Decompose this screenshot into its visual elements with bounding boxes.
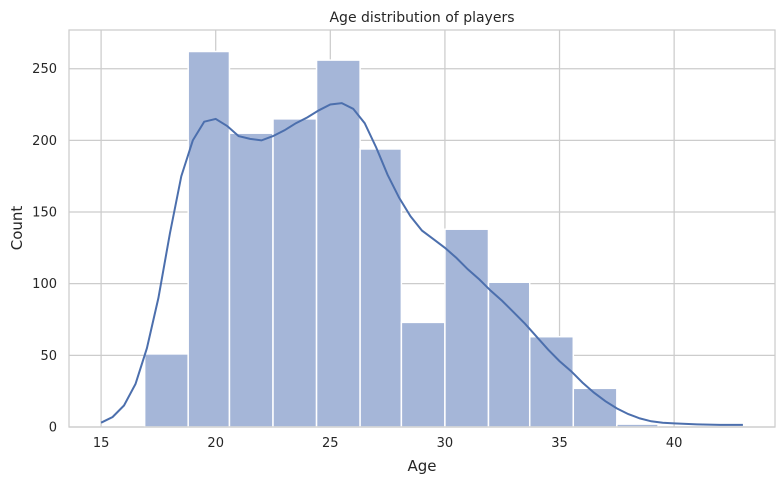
- x-tick-label: 30: [437, 436, 454, 451]
- chart-title: Age distribution of players: [329, 10, 514, 26]
- y-tick-label: 200: [32, 134, 57, 149]
- kde-line: [100, 102, 743, 426]
- histogram-bar-8: [444, 228, 490, 428]
- histogram-bar-3: [228, 132, 274, 428]
- y-tick-label: 100: [32, 277, 57, 292]
- x-tick-label: 15: [93, 436, 110, 451]
- histogram-bar-7: [400, 321, 446, 428]
- x-tick-label: 35: [551, 436, 568, 451]
- x-tick-labels: 15 20 25 30 35 40: [93, 436, 683, 451]
- y-tick-labels: 0 50 100 150 200 250: [32, 62, 57, 435]
- y-tick-label: 250: [32, 62, 57, 77]
- y-tick-label: 50: [40, 349, 57, 364]
- y-tick-label: 150: [32, 206, 57, 221]
- histogram-bar-9: [487, 281, 531, 428]
- histogram-bar-4: [272, 118, 318, 428]
- histogram-bar-1: [143, 353, 189, 428]
- histogram-bar-2: [187, 50, 231, 428]
- histogram-bar-5: [315, 59, 361, 428]
- x-tick-label: 20: [207, 436, 224, 451]
- y-tick-label: 0: [49, 421, 57, 436]
- x-tick-label: 40: [666, 436, 683, 451]
- y-axis-label: Count: [8, 206, 26, 251]
- histogram-bars: [143, 50, 659, 428]
- plot-frame: [68, 29, 776, 428]
- x-axis-label: Age: [407, 457, 436, 475]
- histogram-bar-11: [572, 387, 618, 428]
- histogram-bar-10: [528, 335, 575, 428]
- x-tick-label: 25: [322, 436, 339, 451]
